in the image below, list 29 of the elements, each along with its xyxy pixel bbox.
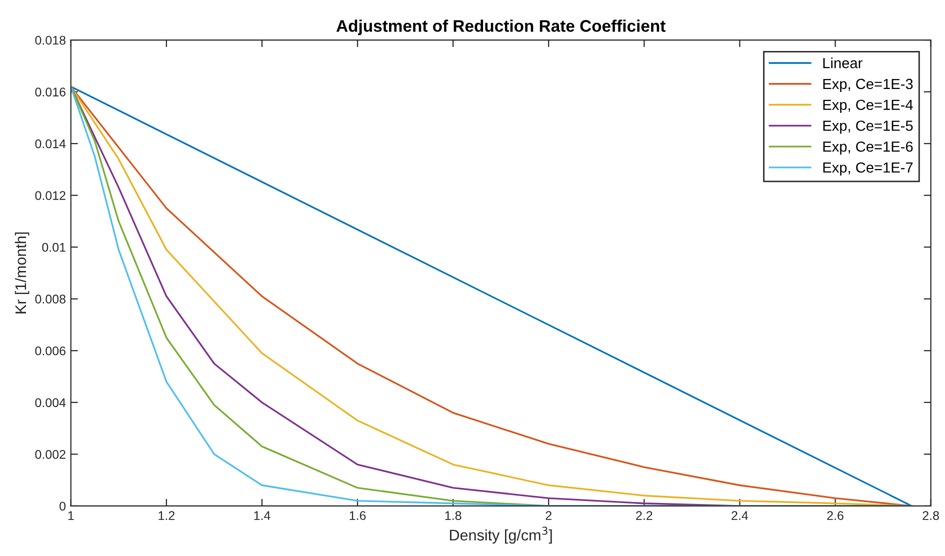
x-axis-title: Density [g/cm$^{3}$] (450, 526, 552, 544)
x-tick-label: 2 (546, 511, 552, 520)
legend-label: Exp, Ce=1E-5 (823, 120, 913, 134)
chart-title: Adjustment of Reduction Rate Coefficient (336, 20, 666, 36)
y-tick-label: 0.006 (35, 346, 66, 356)
y-tick-label: 0 (60, 502, 66, 511)
x-tick-label: 2.6 (827, 511, 844, 520)
y-tick-label: 0.018 (35, 36, 66, 45)
x-tick-label: 2.8 (922, 511, 939, 520)
x-tick-label: 1.2 (158, 511, 174, 520)
legend-label: Exp, Ce=1E-3 (823, 78, 913, 92)
y-tick-label: 0.008 (35, 294, 66, 304)
x-tick-label: 2.2 (636, 511, 652, 520)
legend-label: Exp, Ce=1E-6 (823, 141, 913, 155)
y-axis-title: Kr [1/month] (14, 232, 30, 314)
x-tick-label: 2.4 (732, 511, 748, 520)
x-tick-label: 1.8 (445, 511, 462, 520)
legend-label: Linear (823, 58, 862, 68)
y-tick-label: 0.004 (35, 398, 66, 408)
x-tick-label: 1.6 (350, 511, 366, 520)
y-tick-label: 0.01 (42, 242, 66, 252)
x-tick-label: 1.4 (254, 511, 270, 520)
legend-label: Exp, Ce=1E-4 (823, 100, 913, 113)
legend-label: Exp, Ce=1E-7 (823, 162, 913, 176)
y-tick-label: 0.002 (35, 450, 66, 459)
y-tick-label: 0.014 (35, 139, 66, 148)
y-tick-label: 0.012 (35, 191, 66, 200)
x-tick-label: 1 (68, 511, 74, 520)
y-tick-label: 0.016 (35, 88, 66, 96)
